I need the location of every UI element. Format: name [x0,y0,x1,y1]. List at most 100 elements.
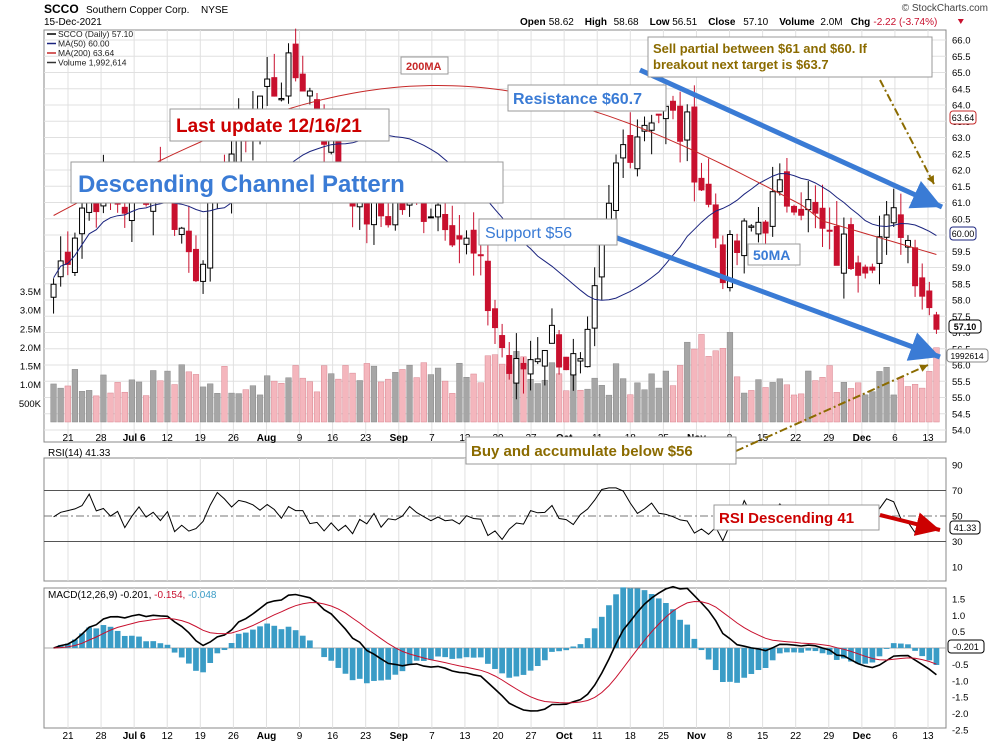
volume-bar [57,387,64,423]
price-tick-label: 57.5 [952,312,971,323]
volume-bar [477,382,484,423]
volume-bar [484,355,491,423]
volume-bar [171,384,178,423]
volume-bar [221,366,228,423]
volume-bar [491,354,499,423]
watermark: © StockCharts.com [902,3,988,14]
x-tick-label: Aug [257,731,276,742]
volume-bar [349,372,356,423]
x-tick-label: 13 [922,731,934,742]
volume-bar [228,392,235,423]
support-annotation: Support $56 [478,218,618,246]
volume-bars [50,332,940,423]
macd-histogram-bar [833,648,840,660]
volume-bar [648,373,655,423]
volume-bar [78,391,86,423]
volume-bar [50,383,57,423]
volume-bar [285,377,292,423]
ohlc-label: Volume [779,17,815,28]
macd-histogram-bar [150,641,157,649]
macd-histogram-bar [905,644,911,649]
volume-bar [662,370,669,423]
ohlc-value: -2.22 (-3.74%) [873,17,937,28]
macd-histogram-bar [563,648,570,651]
macd-histogram-bar [841,648,847,659]
volume-bar [883,367,890,423]
macd-histogram-bar [257,626,263,649]
volume-bar [926,371,933,423]
candle-body [890,207,897,224]
macd-histogram-bar [897,643,904,649]
candle-body [278,98,285,101]
macd-histogram-bar [527,648,534,671]
macd-histogram-bar [926,648,933,661]
volume-bar [826,365,833,423]
macd-histogram-bar [556,648,562,652]
legend-entry: MA(50) 60.00 [58,39,110,49]
candle-body [548,324,555,344]
candle-body [271,77,278,97]
svg-text:60.00: 60.00 [952,229,975,239]
volume-bar [135,381,143,423]
volume-bar [256,394,264,423]
x-tick-label: 28 [96,731,108,742]
volume-bar [776,378,783,423]
svg-text:50MA: 50MA [753,247,790,263]
candle-body [306,90,313,97]
macd-histogram-bar [321,648,327,658]
volume-bar [121,391,128,423]
candle-body [726,234,733,289]
svg-text:Sell partial between $61 and $: Sell partial between $61 and $60. If brea… [653,41,868,72]
x-tick-label: 7 [429,731,435,742]
ohlc-value: 58.68 [614,17,639,28]
volume-bar [876,371,883,423]
volume-bar [790,394,798,423]
svg-text:Buy and accumulate below $56: Buy and accumulate below $56 [471,443,693,460]
macd-histogram-bar [185,648,192,664]
legend-entry: Volume 1,992,614 [58,58,127,68]
macd-histogram-bar [335,648,342,668]
rsi-tick-label: 10 [952,563,963,574]
volume-bar [805,370,812,423]
macd-histogram-bar [627,588,634,649]
volume-bar [420,362,427,423]
x-tick-label: 9 [297,433,303,444]
candle-body [677,105,684,142]
volume-bar [762,387,769,423]
price-tick-label: 62.0 [952,166,971,177]
rsi-badge: 41.33 [949,520,981,535]
candle-body [926,290,933,309]
macd-histogram-bar [826,648,833,655]
macd-histogram-bar [242,632,249,649]
svg-text:41.33: 41.33 [954,523,977,533]
x-tick-label: 13 [459,433,471,444]
sell-annotation: Sell partial between $61 and $60. If brea… [647,36,933,78]
volume-bar [733,376,741,423]
macd-histogram-bar [235,633,242,649]
macd-histogram-bar [463,648,470,658]
volume-bar [684,341,691,423]
volume-bar [819,377,826,423]
candle-body [833,225,840,266]
macd-histogram-bar [748,648,755,674]
x-tick-label: 26 [228,433,240,444]
macd-histogram-bar [200,648,206,673]
candle-body [470,229,477,254]
last-update-annotation: Last update 12/16/21 [169,108,390,142]
price-tick-label: 64.0 [952,101,971,112]
svg-text:200MA: 200MA [406,61,442,73]
candle-body [620,144,627,159]
x-tick-label: 25 [658,731,670,742]
macd-histogram-bar [193,648,199,671]
macd-histogram-bar [912,648,918,651]
macd-histogram-bar [413,648,420,661]
macd-histogram-bar [691,638,698,649]
macd-histogram-bar [705,648,712,660]
volume-bar [370,365,378,423]
macd-tick-label: -2.5 [952,725,968,736]
macd-histogram-bar [741,648,748,678]
chg-down-icon [957,19,964,24]
volume-bar [741,392,748,423]
price-tick-label: 56.0 [952,361,971,372]
